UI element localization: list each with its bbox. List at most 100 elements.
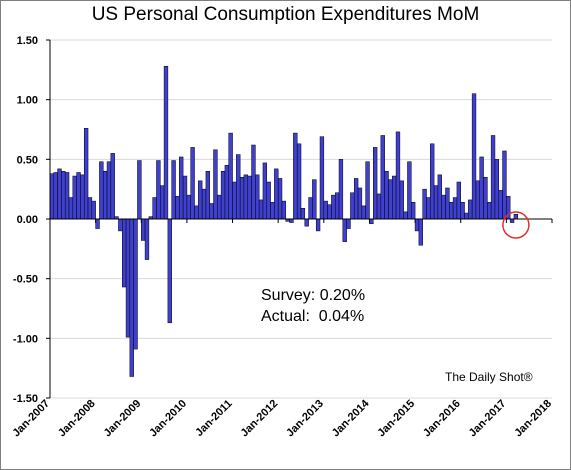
bar (217, 194, 222, 220)
bar (179, 156, 184, 220)
bar (83, 128, 89, 220)
bar (471, 93, 477, 220)
bar (300, 208, 306, 220)
bar (342, 218, 347, 242)
x-tick-label: Jan-2017 (467, 398, 509, 440)
bar (414, 218, 420, 232)
y-tick-label: 1.00 (17, 95, 38, 107)
bar (433, 185, 439, 220)
bar (255, 174, 260, 220)
bar (449, 202, 454, 220)
bar (167, 218, 172, 324)
bar (220, 171, 226, 220)
bar (338, 159, 344, 220)
bar (441, 194, 446, 220)
bar (156, 160, 161, 220)
bar (232, 181, 237, 220)
bar (479, 156, 484, 220)
bar (201, 188, 207, 220)
bar (141, 218, 146, 241)
bar (315, 218, 321, 232)
bar (49, 173, 55, 220)
bar (87, 197, 93, 220)
bar (160, 185, 165, 220)
bar (122, 218, 127, 288)
bar (312, 179, 317, 220)
bar (251, 144, 256, 220)
y-tick-label: -1.50 (13, 393, 38, 405)
x-tick-label: Jan-2009 (102, 398, 144, 440)
x-tick-label: Jan-2016 (421, 398, 463, 440)
bar (64, 172, 70, 220)
bar (350, 192, 355, 220)
bar (57, 168, 62, 220)
bar (194, 205, 199, 220)
x-tick-label: Jan-2015 (375, 398, 417, 440)
x-tick-label: Jan-2018 (512, 398, 554, 440)
bar (171, 160, 176, 220)
bar (289, 218, 294, 223)
bar (407, 161, 412, 220)
bar (106, 161, 112, 220)
bar (144, 218, 150, 260)
bar (426, 197, 431, 220)
bar (129, 218, 134, 377)
bar (403, 211, 408, 220)
bar (323, 200, 328, 220)
chart-title: US Personal Consumption Expenditures MoM (91, 4, 480, 25)
bar (91, 200, 96, 220)
bar (186, 194, 191, 220)
y-tick-label: -0.50 (13, 274, 38, 286)
bar (61, 171, 66, 220)
y-tick-label: 0.00 (17, 214, 38, 226)
bar (452, 197, 458, 220)
bar (277, 178, 283, 220)
x-tick-label: Jan-2010 (147, 398, 189, 440)
bar (102, 171, 108, 220)
y-tick-labels: 1.50 1.00 0.50 0.00 -0.50 -1.00 -1.50 (13, 35, 38, 405)
bar (163, 66, 169, 220)
bar (95, 218, 100, 229)
bar (274, 168, 279, 220)
bar (213, 149, 218, 220)
bar (392, 175, 397, 220)
bar (99, 161, 104, 220)
y-tick-label: 0.50 (17, 154, 38, 166)
bar (190, 147, 195, 220)
bar (118, 218, 123, 232)
bar (243, 174, 248, 220)
bar (422, 188, 427, 220)
bar (53, 172, 58, 220)
bar (209, 203, 214, 220)
actual-annotation: Actual: 0.04% (261, 308, 365, 325)
bar (513, 213, 519, 220)
survey-annotation: Survey: 0.20% (261, 287, 366, 304)
bar (137, 160, 142, 220)
highlight-marker (502, 211, 530, 239)
credit-label: The Daily Shot® (445, 370, 533, 384)
x-tick-label: Jan-2014 (330, 397, 372, 439)
bar (76, 172, 81, 220)
bar (498, 190, 503, 220)
bar (365, 161, 370, 220)
bar (72, 175, 77, 220)
bar (487, 202, 492, 220)
bar (456, 181, 461, 220)
x-tick-label: Jan-2008 (56, 398, 98, 440)
bars (49, 66, 519, 377)
bar (411, 202, 416, 220)
bar (198, 180, 203, 220)
bar (334, 192, 340, 220)
bar (395, 131, 401, 220)
bar (175, 196, 180, 220)
bar (380, 135, 385, 220)
bar (483, 176, 488, 220)
bar (353, 178, 359, 220)
bar (319, 136, 325, 220)
bar (262, 162, 268, 220)
bar (357, 187, 363, 220)
bar (266, 181, 271, 220)
bar (68, 197, 74, 220)
bar (388, 179, 393, 220)
bar (399, 180, 404, 220)
